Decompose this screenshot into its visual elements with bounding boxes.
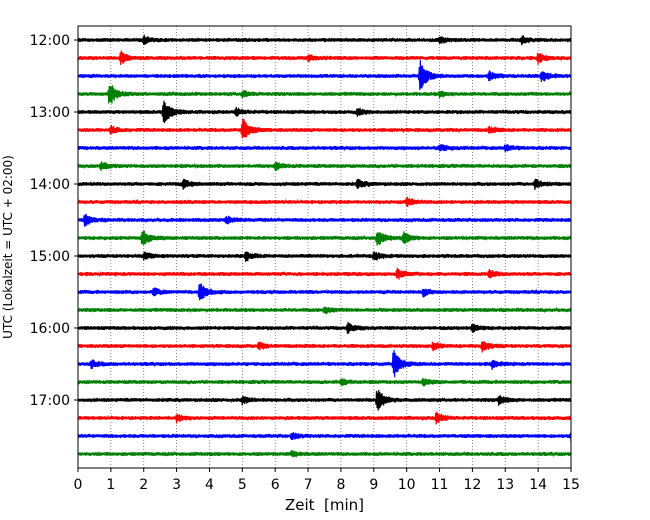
x-tick-label: 4 [205,477,214,493]
trace-line [77,283,572,301]
x-tick-label: 14 [529,477,547,493]
trace-line [77,341,572,353]
x-tick-label: 2 [139,477,148,493]
x-tick-label: 6 [271,477,280,493]
trace-line [77,178,572,191]
trace-line [77,267,572,280]
y-tick-label: 16:00 [30,321,70,337]
plot-frame [77,25,572,469]
y-tick-label: 12:00 [30,33,70,49]
x-tick-label: 9 [369,477,378,493]
x-tick-label: 0 [74,477,83,493]
x-tick-label: 11 [431,477,449,493]
trace-line [77,34,572,46]
y-tick-label: 17:00 [30,393,70,409]
x-tick-label: 5 [238,477,247,493]
trace-series-group [77,34,572,458]
x-tick-label: 1 [106,477,115,493]
plot-background [78,26,571,468]
y-tick-label: 14:00 [30,177,70,193]
x-axis-label: Zeit [min] [285,496,364,514]
x-tick-label: 15 [562,477,580,493]
trace-line [77,306,572,315]
trace-line [77,432,572,443]
trace-line [77,118,572,139]
trace-line [77,251,572,262]
trace-line [77,230,572,246]
trace-line [77,196,572,207]
trace-line [77,389,572,411]
x-tick-label: 8 [336,477,345,493]
x-axis-ticks: 0 1 2 3 4 5 6 7 8 9 10 11 12 13 14 15 [74,468,580,493]
y-axis-ticks: 12:00 13:00 14:00 15:00 16:00 17:00 [30,33,78,409]
trace-line [77,50,572,65]
y-axis-label: UTC (Lokalzeit = UTC + 02:00) [1,155,15,339]
trace-line [77,213,572,227]
x-tick-label: 12 [463,477,481,493]
trace-line [77,411,572,425]
x-tick-label: 10 [398,477,416,493]
trace-line [77,161,572,172]
trace-line [77,100,572,124]
trace-line [77,60,572,90]
trace-line [77,321,572,334]
y-tick-label: 15:00 [30,249,70,265]
trace-line [77,350,572,378]
x-tick-label: 7 [304,477,313,493]
x-tick-label: 3 [172,477,181,493]
y-tick-label: 13:00 [30,105,70,121]
x-tick-label: 13 [496,477,514,493]
trace-line [77,450,572,458]
trace-line [77,144,572,153]
trace-line [77,85,572,104]
trace-line [77,378,572,387]
